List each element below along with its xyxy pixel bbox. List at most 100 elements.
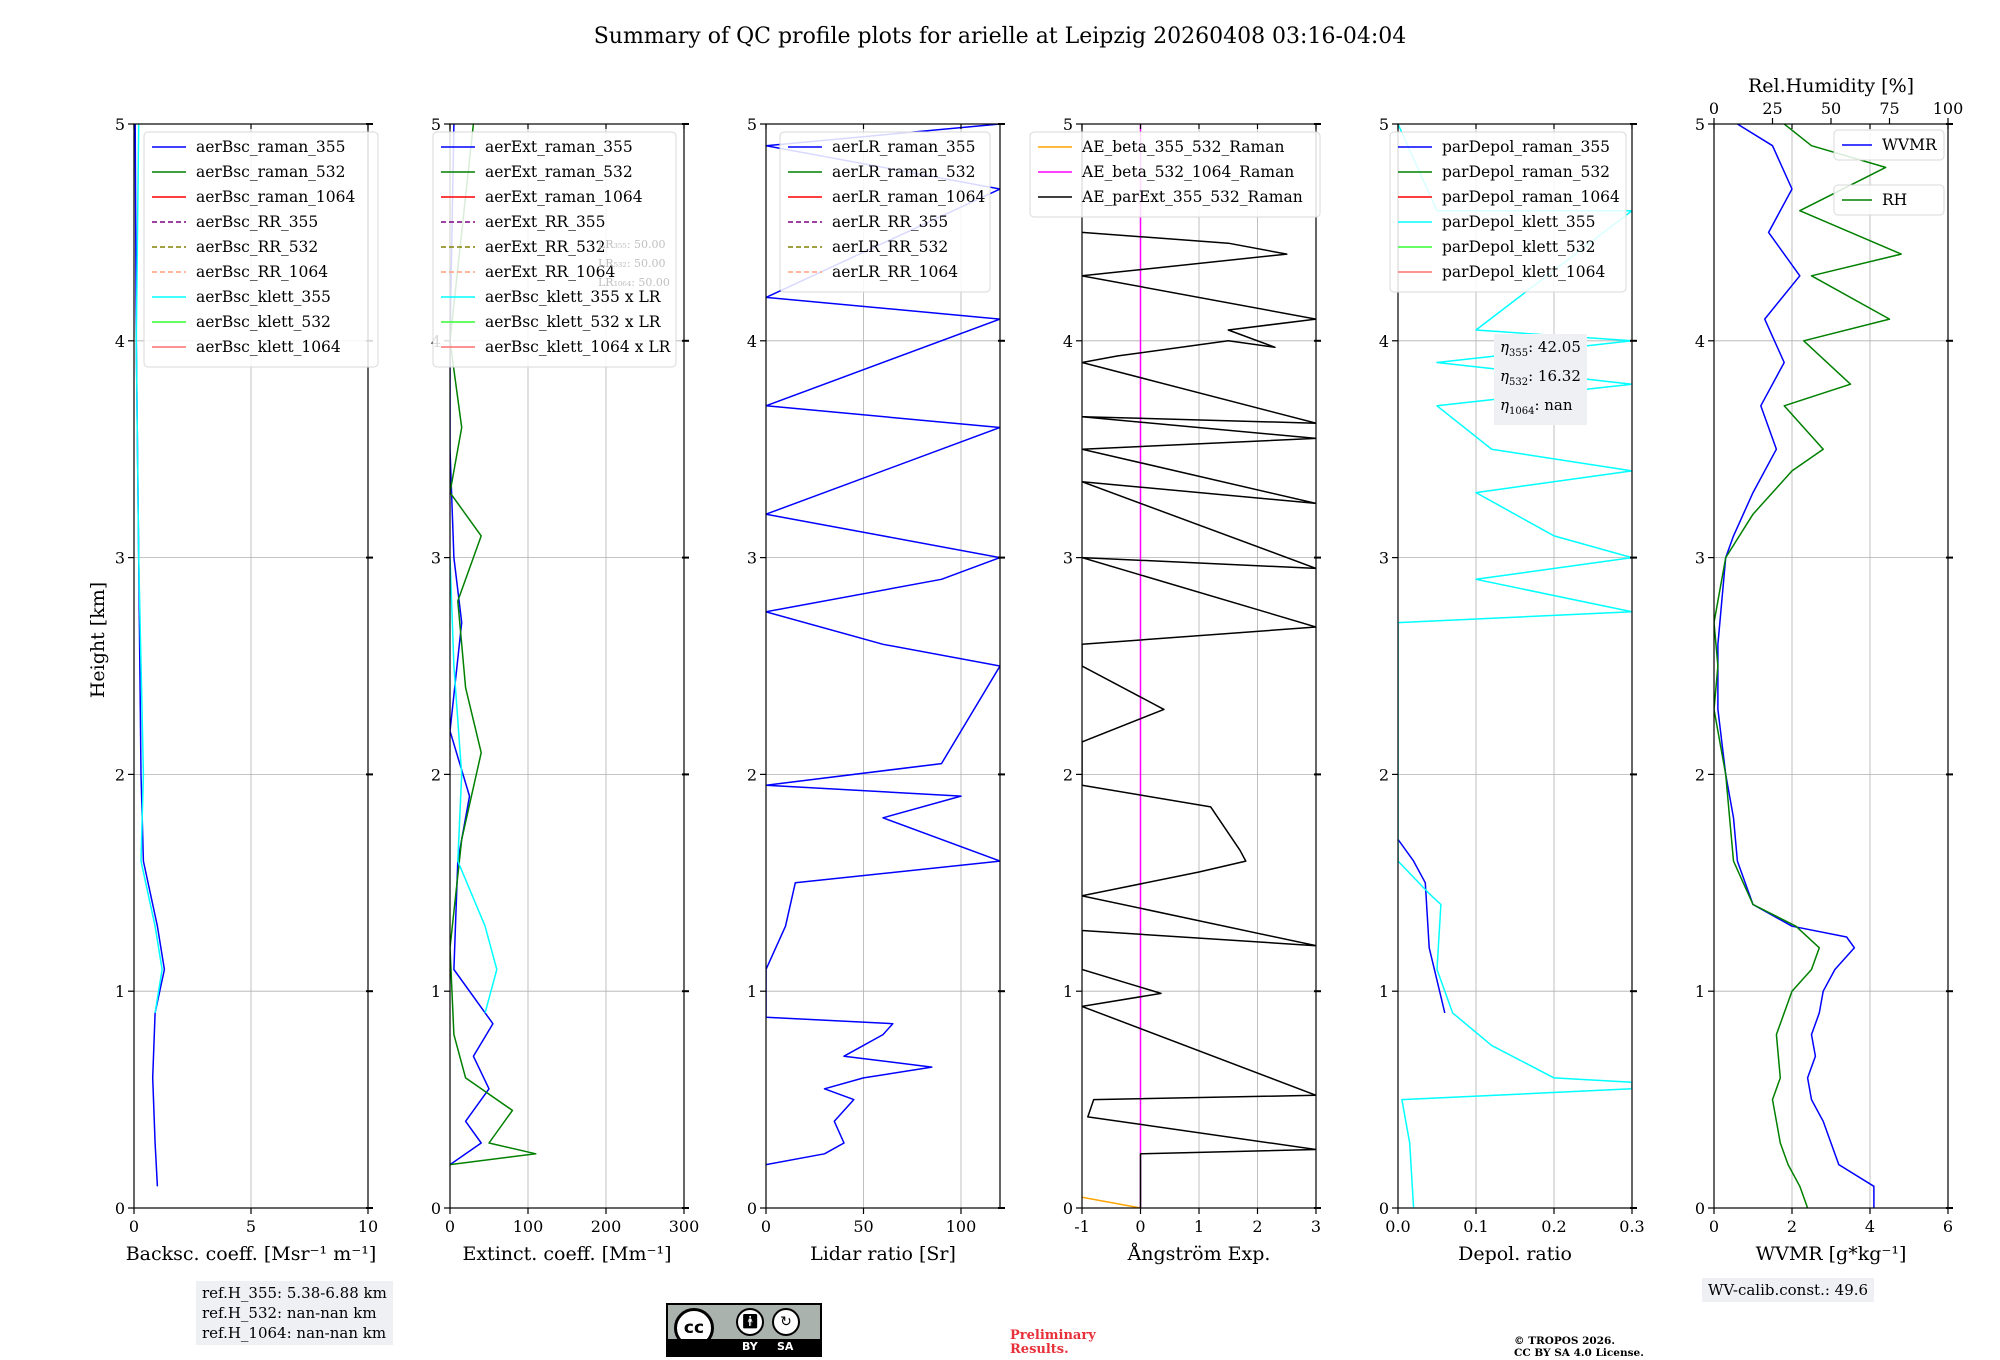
wv-x-axis-label: WVMR [g*kg⁻¹]: [1756, 1243, 1907, 1265]
ae-x-axis-label: Ångström Exp.: [1127, 1243, 1271, 1265]
depol-legend-label-2: parDepol_raman_1064: [1442, 188, 1620, 206]
wv-legend-box-0: [1833, 129, 1945, 161]
ae-ytick-label-5: 5: [1063, 115, 1073, 134]
ae-xtick-label-3: 2: [1252, 1217, 1262, 1236]
lr-xtick-label-0: 0: [761, 1217, 771, 1236]
ext-legend-label-4: aerExt_RR_532: [485, 238, 606, 256]
ext-legend-label-6: aerBsc_klett_355 x LR: [485, 288, 662, 306]
lr-1064: LR₁₀₆₄: 50.00: [598, 276, 670, 289]
wv-ytick-label-4: 4: [1695, 332, 1705, 351]
wv-xtick-label-3: 6: [1943, 1217, 1953, 1236]
lr-axes-frame: [765, 123, 1001, 1209]
lr-legend-label-2: aerLR_raman_1064: [832, 188, 985, 206]
ext-xtick-label-3: 300: [669, 1217, 700, 1236]
bsc-xtick-label-2: 10: [358, 1217, 378, 1236]
wv-calib-note: WV-calib.const.: 49.6: [1702, 1278, 1875, 1302]
ae-ytick-label-3: 3: [1063, 549, 1073, 568]
lr-legend-label-3: aerLR_RR_355: [832, 213, 948, 231]
wv-toptick-label-0: 0: [1709, 99, 1719, 118]
depol-legend-label-4: parDepol_klett_532: [1442, 238, 1595, 256]
ext-series-group: [450, 124, 537, 1166]
depol-legend-label-3: parDepol_klett_355: [1442, 213, 1595, 231]
depol-ytick-label-3: 3: [1379, 549, 1389, 568]
lr-line-aerlr-raman-355: [766, 124, 1000, 1166]
lr-ytick-label-4: 4: [747, 332, 757, 351]
lr-ytick-label-5: 5: [747, 115, 757, 134]
ext-line-aerbsc-klett-355-x-lr: [450, 557, 498, 1014]
wv-toptick-label-1: 25: [1762, 99, 1782, 118]
eta-1064: η1064: nan: [1500, 396, 1573, 417]
preliminary-line-1: Preliminary: [1010, 1328, 1096, 1343]
ext-legend-label-3: aerExt_RR_355: [485, 213, 606, 231]
ext-legend-label-7: aerBsc_klett_532 x LR: [485, 313, 662, 331]
lr-x-axis-label: Lidar ratio [Sr]: [810, 1243, 956, 1265]
by-person-icon: 🚹︎: [736, 1308, 764, 1336]
ext-legend-label-5: aerExt_RR_1064: [485, 263, 616, 281]
eta-note: η355: 42.05 η532: 16.32 η1064: nan: [1494, 334, 1587, 425]
ext-xtick-label-2: 200: [591, 1217, 622, 1236]
depol-xtick-label-2: 0.2: [1541, 1217, 1566, 1236]
wv-legend-label-1: RH: [1882, 191, 1907, 209]
wv-calib-text: WV-calib.const.: 49.6: [1708, 1281, 1869, 1299]
panel-depol: 0.0 0.1 0.2 0.3 0 1 2 3 4 5 Depol. ratio parDepol_r…: [1379, 115, 1645, 1265]
ext-legend-label-2: aerExt_raman_1064: [485, 188, 643, 206]
ae-legend-box: [1029, 131, 1321, 218]
lr-ytick-label-1: 1: [747, 982, 757, 1001]
depol-ytick-label-2: 2: [1379, 765, 1389, 784]
sa-share-alike-icon: ↻: [772, 1308, 800, 1336]
copyright-line-1: © TROPOS 2026.: [1514, 1335, 1616, 1347]
bsc-x-axis-label: Backsc. coeff. [Msr⁻¹ m⁻¹]: [126, 1243, 377, 1265]
ext-ytick-label-3: 3: [431, 549, 441, 568]
ae-line-ae-parext-355-532-raman: [1082, 231, 1316, 1208]
bsc-legend-label-1: aerBsc_raman_532: [196, 163, 346, 181]
ae-xtick-label-2: 1: [1194, 1217, 1204, 1236]
bsc-ytick-label-5: 5: [115, 115, 125, 134]
depol-xtick-label-1: 0.1: [1463, 1217, 1488, 1236]
bsc-legend-label-5: aerBsc_RR_1064: [196, 263, 328, 281]
wv-xtick-label-2: 4: [1865, 1217, 1875, 1236]
refh-355: ref.H_355: 5.38-6.88 km: [202, 1284, 387, 1302]
cc-license-badge: cc 🚹︎ ↻ BY SA: [666, 1303, 822, 1357]
lr-355: LR₃₅₅: 50.00: [598, 238, 666, 251]
ae-ytick-label-2: 2: [1063, 765, 1073, 784]
ae-xtick-label-4: 3: [1311, 1217, 1321, 1236]
depol-x-axis-label: Depol. ratio: [1458, 1243, 1572, 1265]
lr-note: LR₃₅₅: 50.00 LR₅₃₂: 50.00 LR₁₀₆₄: 50.00: [598, 235, 670, 292]
depol-ytick-label-1: 1: [1379, 982, 1389, 1001]
ext-ytick-label-5: 5: [431, 115, 441, 134]
refh-1064: ref.H_1064: nan-nan km: [202, 1324, 387, 1342]
wv-ytick-label-3: 3: [1695, 549, 1705, 568]
y-axis-label: Height [km]: [87, 582, 109, 698]
depol-xtick-label-3: 0.3: [1619, 1217, 1644, 1236]
ext-legend-label-0: aerExt_raman_355: [485, 138, 633, 156]
wv-ytick-label-5: 5: [1695, 115, 1705, 134]
wv-toptick-label-4: 100: [1933, 99, 1964, 118]
wv-toptick-label-2: 50: [1821, 99, 1841, 118]
ext-xtick-label-1: 100: [513, 1217, 544, 1236]
eta-355: η355: 42.05: [1500, 338, 1581, 359]
bsc-ytick-label-2: 2: [115, 765, 125, 784]
eta-532: η532: 16.32: [1500, 367, 1581, 388]
wv-xtick-label-1: 2: [1787, 1217, 1797, 1236]
ae-xtick-label-1: 0: [1135, 1217, 1145, 1236]
lr-ytick-label-3: 3: [747, 549, 757, 568]
wv-ytick-label-0: 0: [1695, 1199, 1705, 1218]
bsc-legend-label-4: aerBsc_RR_532: [196, 238, 318, 256]
preliminary-label: Preliminary Results.: [1010, 1329, 1096, 1357]
preliminary-line-2: Results.: [1010, 1342, 1069, 1357]
refh-note: ref.H_355: 5.38-6.88 km ref.H_532: nan-n…: [196, 1281, 393, 1345]
wv-line-wvmr: [1717, 124, 1875, 1208]
depol-line-pardepol-raman-355: [1398, 838, 1446, 1014]
ae-series-group: [1082, 124, 1316, 1208]
ae-legend-label-1: AE_beta_532_1064_Raman: [1081, 163, 1294, 181]
wv-toptick-label-3: 75: [1879, 99, 1899, 118]
ext-line-aerext-raman-532: [450, 124, 537, 1166]
ae-line-ae-beta-355-532-raman: [1082, 1196, 1141, 1208]
by-label: BY: [742, 1340, 758, 1353]
depol-legend-label-5: parDepol_klett_1064: [1442, 263, 1605, 281]
wv-legend-label-0: WVMR: [1882, 136, 1938, 154]
ae-legend-label-2: AE_parExt_355_532_Raman: [1081, 188, 1303, 206]
ae-ytick-label-1: 1: [1063, 982, 1073, 1001]
